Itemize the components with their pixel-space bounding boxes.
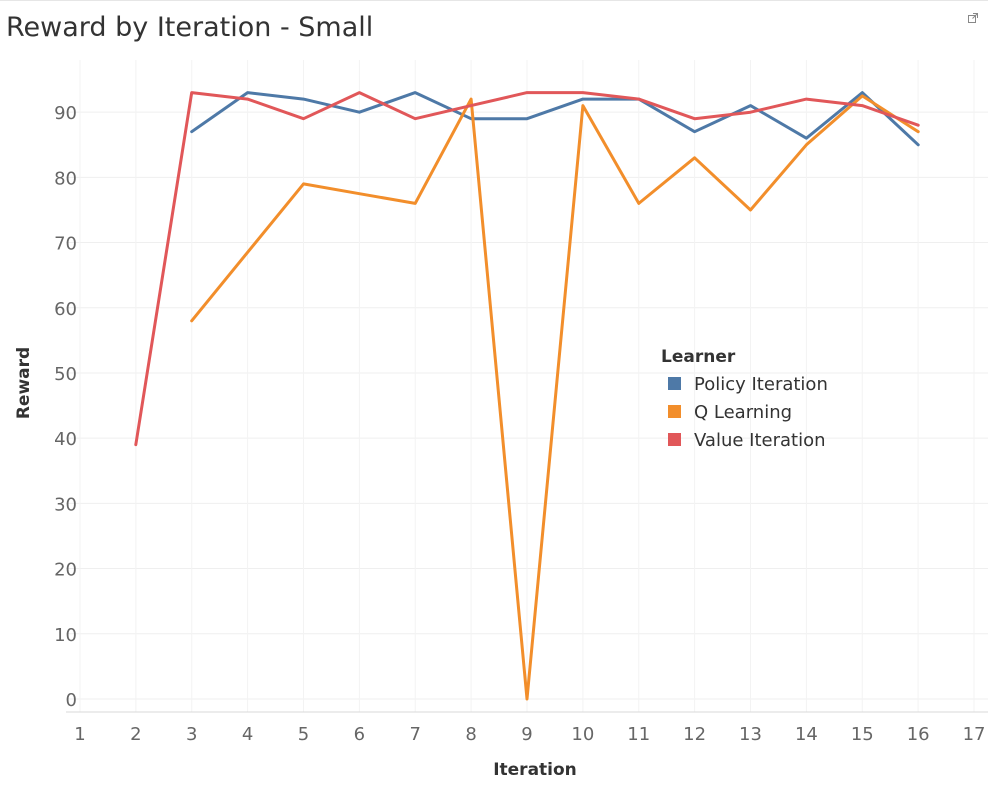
x-tick-label: 13 bbox=[739, 724, 762, 745]
x-tick-label: 12 bbox=[683, 724, 706, 745]
x-tick-label: 2 bbox=[130, 724, 141, 745]
y-tick-label: 40 bbox=[54, 429, 77, 450]
series-line bbox=[134, 91, 920, 447]
y-axis-title: Reward bbox=[14, 347, 34, 419]
legend-swatch bbox=[668, 433, 681, 446]
x-axis-title: Iteration bbox=[493, 760, 577, 780]
x-tick-label: 5 bbox=[298, 724, 309, 745]
x-tick-label: 11 bbox=[627, 724, 650, 745]
x-tick-label: 17 bbox=[963, 724, 986, 745]
x-tick-label: 15 bbox=[851, 724, 874, 745]
x-tick-label: 4 bbox=[242, 724, 253, 745]
y-tick-label: 10 bbox=[54, 625, 77, 646]
y-axis-ticks: 0 10 20 30 40 50 60 70 80 90 bbox=[54, 103, 77, 711]
external-link-icon[interactable] bbox=[967, 9, 979, 23]
chart-title: Reward by Iteration - Small bbox=[6, 12, 374, 43]
grid bbox=[66, 60, 988, 713]
y-tick-label: 30 bbox=[54, 494, 77, 515]
x-tick-label: 1 bbox=[74, 724, 85, 745]
series-lines bbox=[134, 91, 920, 701]
series-line bbox=[190, 91, 920, 147]
x-tick-label: 16 bbox=[907, 724, 930, 745]
legend: Learner Policy Iteration Q Learning Value … bbox=[661, 347, 828, 451]
legend-label: Value Iteration bbox=[694, 430, 826, 451]
x-tick-label: 3 bbox=[186, 724, 197, 745]
y-tick-label: 90 bbox=[54, 103, 77, 124]
y-tick-label: 70 bbox=[54, 234, 77, 255]
y-tick-label: 20 bbox=[54, 560, 77, 581]
x-tick-label: 14 bbox=[795, 724, 818, 745]
external-link-icon-glyph bbox=[968, 13, 978, 23]
x-tick-label: 8 bbox=[465, 724, 476, 745]
x-axis-ticks: 1 2 3 4 5 6 7 8 9 10 11 12 13 14 15 16 17 bbox=[74, 724, 985, 745]
legend-title: Learner bbox=[661, 347, 736, 367]
legend-swatch bbox=[668, 405, 681, 418]
series-line bbox=[190, 94, 920, 701]
y-tick-label: 60 bbox=[54, 299, 77, 320]
x-tick-label: 10 bbox=[571, 724, 594, 745]
legend-label: Policy Iteration bbox=[694, 374, 828, 395]
y-tick-label: 80 bbox=[54, 168, 77, 189]
y-tick-label: 0 bbox=[66, 690, 77, 711]
x-tick-label: 7 bbox=[410, 724, 421, 745]
x-tick-label: 9 bbox=[521, 724, 532, 745]
y-tick-label: 50 bbox=[54, 364, 77, 385]
legend-label: Q Learning bbox=[694, 402, 792, 423]
top-border bbox=[0, 0, 988, 1]
x-tick-label: 6 bbox=[354, 724, 365, 745]
legend-swatch bbox=[668, 377, 681, 390]
